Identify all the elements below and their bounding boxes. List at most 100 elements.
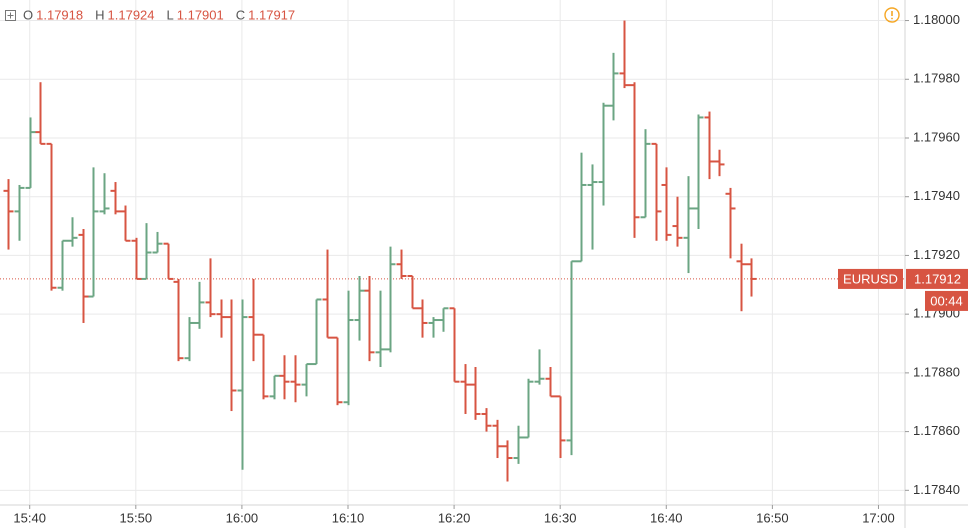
ohlc-bar bbox=[428, 317, 439, 338]
ohlc-bar bbox=[438, 307, 449, 332]
ohlc-bar bbox=[385, 246, 396, 353]
ohlc-bar bbox=[290, 355, 301, 403]
ohlc-bar bbox=[714, 149, 725, 177]
ohlc-bar bbox=[460, 364, 471, 414]
alert-icon[interactable] bbox=[884, 7, 900, 23]
ohlc-bar bbox=[184, 317, 195, 362]
ohlc-bar bbox=[25, 117, 36, 189]
last-price-tag bbox=[906, 268, 968, 289]
ohlc-bar bbox=[736, 243, 747, 312]
header-value: 1.17924 bbox=[108, 7, 155, 22]
ohlc-bar bbox=[205, 258, 216, 318]
ohlc-bar bbox=[194, 281, 205, 329]
x-tick-label: 15:50 bbox=[120, 510, 153, 525]
x-tick-label: 16:30 bbox=[544, 510, 577, 525]
ohlc-bar bbox=[120, 205, 131, 242]
bars bbox=[3, 20, 757, 482]
ohlc-bar bbox=[608, 52, 619, 121]
ohlc-bar bbox=[237, 299, 248, 470]
ohlc-bar bbox=[354, 275, 365, 341]
ohlc-bar bbox=[513, 425, 524, 464]
ohlc-bar bbox=[555, 395, 566, 459]
ohlc-bar bbox=[683, 176, 694, 274]
symbol-tag bbox=[838, 268, 903, 289]
header-label: L bbox=[167, 7, 174, 22]
ohlc-bar bbox=[216, 299, 227, 338]
x-tick-label: 16:40 bbox=[650, 510, 683, 525]
ohlc-bar bbox=[110, 182, 121, 215]
ohlc-bar bbox=[322, 249, 333, 339]
y-tick-label: 1.17880 bbox=[913, 364, 960, 379]
ohlc-bar bbox=[661, 167, 672, 241]
ohlc-bar bbox=[364, 275, 375, 362]
y-tick-label: 1.17980 bbox=[913, 71, 960, 86]
y-tick-label: 1.17920 bbox=[913, 247, 960, 262]
ohlc-bar bbox=[269, 374, 280, 400]
ohlc-bar bbox=[279, 355, 290, 400]
ohlc-bar bbox=[332, 336, 343, 406]
ohlc-bar bbox=[492, 419, 503, 459]
ohlc-bar bbox=[35, 82, 46, 145]
ohlc-bar bbox=[545, 367, 556, 398]
ohlc-bar bbox=[725, 187, 736, 259]
ohlc-bar bbox=[534, 349, 545, 385]
ohlc-bar bbox=[99, 173, 110, 215]
header-label: O bbox=[23, 7, 33, 22]
ohlc-bar bbox=[417, 299, 428, 338]
ohlc-header: O 1.17918 H 1.17924 L 1.17901 C 1.17917 bbox=[5, 7, 295, 22]
header-label: H bbox=[95, 7, 104, 22]
countdown-label: 00:44 bbox=[930, 293, 963, 308]
ohlc-bar bbox=[566, 260, 577, 456]
ohlc-bar bbox=[576, 152, 587, 263]
ohlc-bar bbox=[14, 184, 25, 241]
ohlc-bar bbox=[258, 333, 269, 400]
alert-icon bbox=[891, 17, 893, 20]
ohlc-bar bbox=[141, 223, 152, 280]
y-tick-label: 1.17840 bbox=[913, 482, 960, 497]
ohlc-bar bbox=[587, 164, 598, 250]
ohlc-bar bbox=[173, 278, 184, 362]
legend-toggle-icon[interactable] bbox=[5, 10, 16, 21]
ohlc-bar bbox=[672, 196, 683, 247]
ohlc-bar bbox=[693, 114, 704, 230]
ohlc-bar bbox=[67, 217, 78, 247]
x-tick-label: 17:00 bbox=[862, 510, 895, 525]
ohlc-bar bbox=[470, 367, 481, 420]
ohlc-bar bbox=[226, 299, 237, 412]
ohlc-bar bbox=[449, 307, 460, 383]
ohlc-bar bbox=[746, 258, 757, 297]
ohlc-bar bbox=[57, 239, 68, 291]
ohlc-bar bbox=[396, 249, 407, 279]
x-tick-label: 16:50 bbox=[756, 510, 789, 525]
ohlc-bar bbox=[629, 82, 640, 238]
ohlc-bar bbox=[152, 231, 163, 254]
y-tick-label: 1.17940 bbox=[913, 188, 960, 203]
ohlc-bar bbox=[248, 278, 259, 362]
ohlc-bar bbox=[619, 20, 630, 89]
header-label: C bbox=[236, 7, 245, 22]
ohlc-bar bbox=[131, 237, 142, 280]
ohlc-bar bbox=[343, 290, 354, 406]
x-tick-label: 16:10 bbox=[332, 510, 365, 525]
y-tick-label: 1.17960 bbox=[913, 129, 960, 144]
header-value: 1.17917 bbox=[248, 7, 295, 22]
ohlc-bar bbox=[46, 142, 57, 291]
ohlc-bar bbox=[301, 363, 312, 397]
x-tick-label: 16:20 bbox=[438, 510, 471, 525]
ohlc-bar bbox=[481, 408, 492, 432]
x-tick-label: 16:00 bbox=[226, 510, 259, 525]
ohlc-bar bbox=[3, 179, 14, 250]
header-value: 1.17918 bbox=[36, 7, 83, 22]
axes: 1.178401.178601.178801.179001.179201.179… bbox=[13, 12, 960, 525]
header-value: 1.17901 bbox=[177, 7, 224, 22]
ohlc-bar bbox=[704, 111, 715, 180]
ohlc-bar bbox=[523, 378, 534, 439]
ohlc-bar bbox=[407, 274, 418, 310]
y-tick-label: 1.17860 bbox=[913, 423, 960, 438]
ohlc-bar bbox=[88, 167, 99, 298]
countdown-tag bbox=[925, 290, 968, 311]
ohlc-bar bbox=[78, 229, 89, 323]
x-tick-label: 15:40 bbox=[13, 510, 46, 525]
